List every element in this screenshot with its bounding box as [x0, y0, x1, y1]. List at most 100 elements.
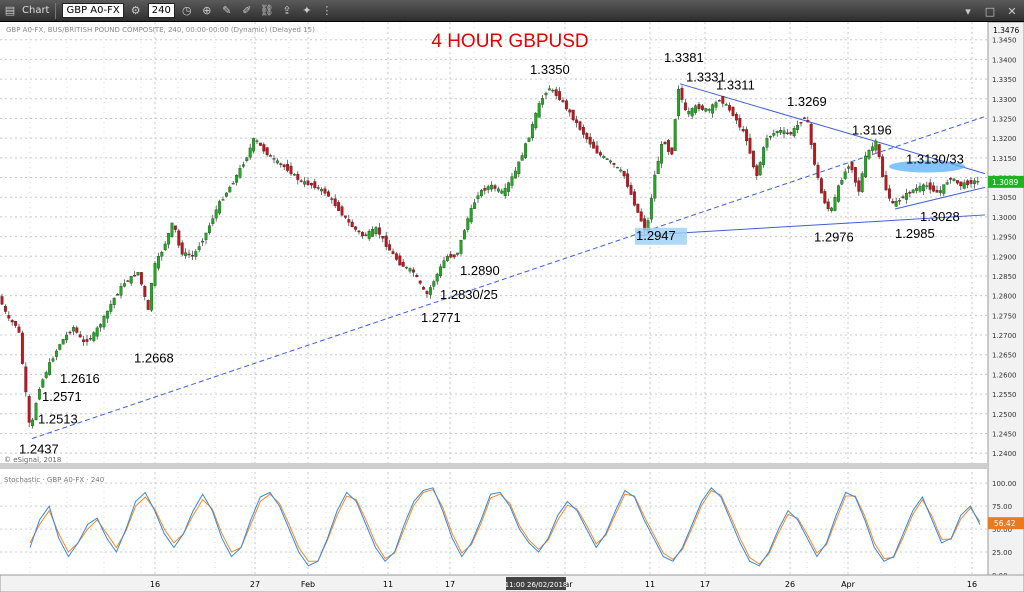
candle-body	[235, 174, 239, 183]
symbol-input[interactable]: GBP A0-FX	[62, 3, 124, 18]
price-tick-label: 1.3300	[992, 96, 1017, 104]
price-axis	[987, 22, 1024, 592]
maximize-icon[interactable]: □	[984, 4, 996, 18]
candle-body	[258, 142, 262, 146]
candle-body	[802, 117, 806, 119]
time-tick-label: Apr	[841, 580, 856, 589]
candle-body	[286, 164, 290, 171]
candle-body	[915, 188, 919, 191]
candle-body	[813, 142, 817, 165]
candle-body	[544, 92, 548, 96]
candle-body	[272, 158, 276, 160]
candle-body	[755, 165, 759, 176]
price-tick-label: 1.3150	[992, 155, 1017, 163]
candle-body	[309, 183, 313, 186]
candle-body	[411, 269, 415, 273]
candle-body	[316, 187, 320, 189]
candle-body	[673, 119, 677, 151]
trendline	[639, 214, 986, 236]
candle-body	[384, 235, 388, 247]
candle-body	[816, 164, 820, 178]
price-tick-label: 1.3250	[992, 115, 1017, 123]
candle-body	[3, 306, 7, 312]
candle-body	[78, 334, 82, 338]
candle-body	[65, 334, 69, 341]
candle-body	[139, 272, 143, 285]
chart-toolbar: ▤ Chart GBP A0-FX ⚙ 240 ◷ ⊕ ✎ ✐ ⛓ ⇪ ✦ ⋮ …	[0, 0, 1024, 22]
chart-icon[interactable]: ▤	[4, 4, 16, 17]
candle-body	[435, 273, 439, 282]
candle-body	[867, 150, 871, 159]
candle-body	[775, 131, 779, 133]
price-annotation: 1.2437	[19, 442, 59, 457]
clock-icon[interactable]: ◷	[182, 4, 192, 17]
candle-body	[445, 256, 449, 261]
candle-body	[44, 372, 48, 378]
candle-body	[779, 130, 783, 133]
window-menu-icon[interactable]: ▾	[965, 4, 971, 18]
candle-body	[558, 91, 562, 100]
candle-body	[826, 201, 830, 210]
price-tick-label: 1.2700	[992, 332, 1017, 340]
candle-body	[527, 137, 531, 142]
candle-body	[10, 320, 14, 323]
price-annotation: 1.3381	[664, 50, 704, 65]
candle-body	[741, 129, 745, 132]
crosshair-icon[interactable]: ⊕	[202, 4, 212, 17]
time-tick-label: 11	[645, 580, 655, 589]
candle-body	[85, 339, 89, 342]
candle-body	[150, 283, 154, 311]
price-annotation: 1.2830/25	[440, 287, 498, 302]
candle-body	[962, 182, 966, 189]
candle-body	[945, 182, 949, 185]
chart-grid	[0, 22, 988, 576]
candle-body	[704, 108, 708, 112]
candle-body	[578, 121, 582, 130]
candle-body	[459, 239, 463, 254]
candle-body	[275, 160, 279, 164]
more-icon[interactable]: ⋮	[321, 4, 333, 17]
candle-body	[398, 255, 402, 266]
time-tick-label: 26	[785, 580, 795, 589]
trendlines	[31, 83, 986, 440]
price-annotation: 1.3350	[530, 62, 570, 77]
price-tick-label: 1.2750	[992, 312, 1017, 320]
price-annotation: 1.2513	[38, 412, 78, 427]
candle-body	[326, 191, 330, 197]
link-icon[interactable]: ⛓	[259, 4, 274, 17]
candle-body	[683, 102, 687, 111]
candle-body	[496, 188, 500, 192]
trendline	[894, 186, 986, 210]
twitter-icon[interactable]: ✦	[302, 4, 312, 17]
candle-body	[415, 274, 419, 278]
candle-body	[180, 242, 184, 255]
close-icon[interactable]: ✕	[1007, 4, 1017, 18]
candle-body	[401, 262, 405, 267]
share-icon[interactable]: ⇪	[282, 4, 292, 17]
candle-body	[163, 243, 167, 250]
candle-body	[252, 138, 256, 152]
price-annotation: 1.2668	[134, 351, 174, 366]
candle-body	[337, 202, 341, 211]
draw-icon[interactable]: ✎	[222, 4, 232, 17]
candle-body	[714, 102, 718, 108]
current-price-box	[988, 175, 1024, 188]
candle-body	[520, 155, 524, 161]
interval-input[interactable]: 240	[147, 3, 175, 18]
candle-body	[418, 280, 422, 284]
candle-body	[687, 111, 691, 115]
candle-body	[425, 291, 429, 295]
candle-body	[884, 175, 888, 191]
candle-body	[680, 88, 684, 100]
price-tick-label: 1.3000	[992, 214, 1017, 222]
settings-icon[interactable]: ⚙	[130, 4, 141, 17]
edit-icon[interactable]: ✐	[242, 4, 252, 17]
candle-body	[116, 294, 120, 296]
candle-body	[31, 419, 35, 427]
resistance-highlight	[889, 160, 965, 173]
candle-body	[853, 167, 857, 183]
price-chart[interactable]: 1.2437 1.2513 1.2571 1.2616 1.2668 1.2771 1.28…	[0, 22, 1024, 592]
candle-body	[153, 263, 157, 286]
candle-body	[0, 296, 4, 305]
candle-body	[381, 236, 385, 239]
